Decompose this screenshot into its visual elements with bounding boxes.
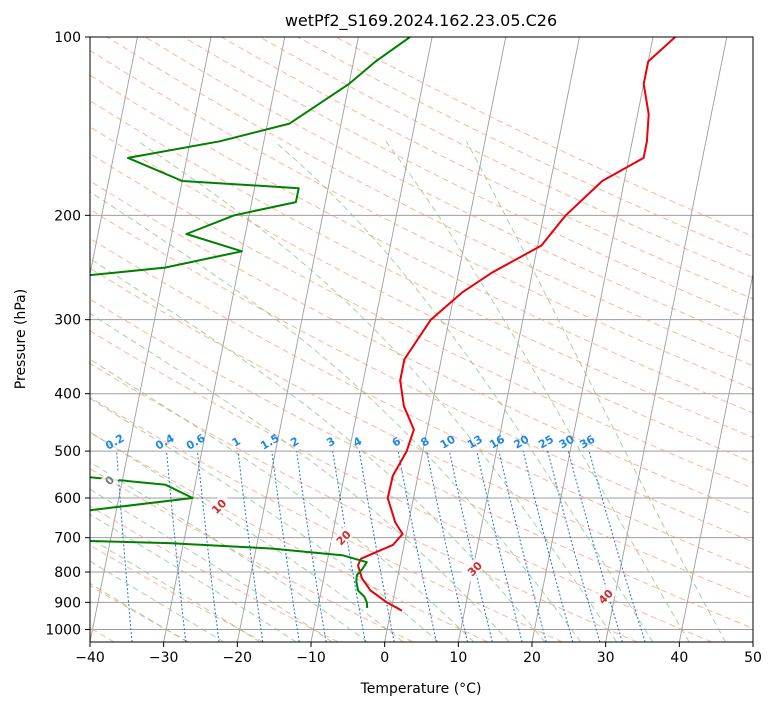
x-tick-label: −20 [223, 650, 253, 666]
moist-adiabat [385, 141, 690, 642]
y-axis-label: Pressure (hPa) [13, 289, 29, 389]
dry-adiabat [90, 468, 414, 642]
mixing-ratio-line [498, 450, 547, 642]
dry-adiabat [90, 431, 488, 642]
dry-adiabat [90, 180, 753, 516]
isotherm-line [163, 37, 286, 642]
mixing-ratio-line [166, 451, 187, 642]
moist-adiabats [90, 140, 727, 642]
dry-adiabat [90, 396, 563, 642]
y-tick-label: 900 [54, 595, 81, 611]
mixing-ratio-line [296, 451, 327, 642]
moist-adiabat [274, 140, 654, 642]
dry-adiabat [90, 298, 753, 629]
y-tick-label: 200 [54, 208, 81, 224]
plot-area: 0.10.20.40.611.52346810131620253036-100-… [90, 37, 753, 642]
dry-adiabat [90, 74, 753, 414]
dry-adiabat [90, 585, 190, 642]
isotherm-line [384, 37, 507, 642]
dewpoint-profile-line [90, 37, 411, 609]
y-tick-label: 1000 [45, 622, 81, 638]
moist-adiabat [465, 141, 727, 642]
y-tick-label: 100 [54, 30, 81, 46]
dry-adiabat [90, 362, 638, 642]
dry-adiabat [183, 37, 753, 322]
chart-title: wetPf2_S169.2024.162.23.05.C26 [285, 11, 557, 31]
dry-adiabat [90, 49, 753, 390]
plot-frame [89, 36, 754, 643]
mixing-ratio-line [397, 451, 437, 642]
mixing-ratio-line [358, 451, 395, 642]
moist-adiabat [90, 191, 582, 642]
dry-adiabat-label-bg [461, 555, 488, 582]
x-tick-label: 50 [744, 650, 762, 666]
mixing-ratio-line [116, 451, 133, 642]
mixing-ratio-line [237, 451, 264, 642]
x-tick-label: −30 [149, 650, 179, 666]
dry-adiabat-label-bg [96, 466, 123, 494]
mixing-ratio-line [547, 450, 601, 642]
x-tick-label: −10 [296, 650, 326, 666]
isotherm-line [90, 37, 138, 277]
temperature-profile-line [357, 37, 676, 612]
y-tick-label: 600 [54, 491, 81, 507]
mixing-ratio-line [522, 450, 574, 642]
mixing-ratio-line [271, 451, 300, 642]
moist-adiabat [90, 461, 368, 642]
axis-ticks: −40 −30 −20 −10 0 10 20 30 40 50 100 200 300 400 500 60… [45, 30, 762, 666]
mixing-ratio-line [567, 450, 623, 642]
dry-adiabat-label-bg [330, 524, 357, 551]
moist-adiabat [90, 312, 510, 642]
mixing-ratio-line [196, 451, 220, 642]
dry-adiabat-label-bg [592, 583, 619, 610]
x-tick-label: 40 [670, 650, 688, 666]
y-tick-label: 500 [54, 444, 81, 460]
mixing-ratio-line [332, 451, 366, 642]
isotherm-line [531, 37, 654, 642]
dry-adiabat-label-bg [205, 492, 232, 520]
x-tick-label: −40 [75, 650, 105, 666]
y-tick-label: 400 [54, 387, 81, 403]
dry-adiabat [90, 267, 753, 600]
x-axis-label: Temperature (°C) [360, 681, 482, 697]
x-tick-label: 0 [380, 650, 389, 666]
isotherm-line [457, 37, 580, 642]
x-tick-label: 30 [597, 650, 615, 666]
x-tick-label: 20 [523, 650, 541, 666]
y-tick-label: 800 [54, 565, 81, 581]
mixing-ratio-lines [116, 450, 646, 642]
moist-adiabat [90, 488, 333, 642]
dry-adiabats [90, 37, 753, 642]
moist-adiabat [90, 537, 261, 642]
mixing-ratio-line [426, 451, 468, 642]
dry-adiabat [90, 237, 753, 571]
y-tick-label: 300 [54, 313, 81, 329]
isotherm-line [605, 37, 728, 642]
moist-adiabat [90, 397, 439, 642]
dry-adiabat [90, 505, 339, 642]
isotherm-line [236, 37, 359, 642]
y-tick-label: 700 [54, 531, 81, 547]
sounding-series [90, 37, 676, 612]
moist-adiabat [90, 358, 475, 642]
x-tick-label: 10 [449, 650, 467, 666]
moist-adiabat [90, 513, 297, 642]
dry-adiabat [90, 330, 712, 642]
isotherm-line [678, 271, 753, 642]
dry-adiabat [90, 152, 753, 489]
moist-adiabat [137, 140, 618, 642]
mixing-ratio-line [476, 450, 523, 642]
dry-adiabat [144, 37, 753, 344]
moist-adiabat [90, 431, 404, 642]
mixing-ratio-line [588, 450, 646, 642]
